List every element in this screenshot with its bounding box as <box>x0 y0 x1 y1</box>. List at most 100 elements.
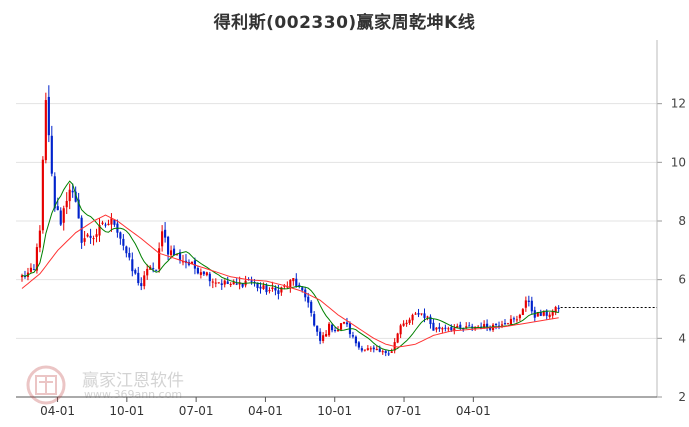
candle-body <box>128 253 131 258</box>
ma-long-line <box>21 214 559 348</box>
candle-body <box>119 232 122 239</box>
x-tick-label: 07-01 <box>387 404 422 418</box>
candle-body <box>384 350 387 354</box>
candle-body <box>360 348 363 351</box>
candle-body <box>35 247 38 271</box>
candle-body <box>50 135 53 174</box>
grid-lines <box>16 103 657 398</box>
candle-body <box>509 318 513 325</box>
candle-body <box>322 335 325 341</box>
candle-body <box>554 307 557 313</box>
candle-body <box>155 269 158 271</box>
candle-body <box>345 322 349 325</box>
candle-body <box>557 307 560 309</box>
candle-body <box>417 313 420 315</box>
candle-body <box>405 322 408 325</box>
candle-body <box>280 287 283 293</box>
candle-body <box>295 278 298 287</box>
candle-body <box>250 280 253 282</box>
y-tick-label: 2 <box>678 390 686 404</box>
candle-body <box>447 328 450 330</box>
candle-body <box>29 267 33 272</box>
watermark-seal-icon <box>26 365 66 405</box>
candle-body <box>351 335 355 337</box>
candle-body <box>330 324 334 331</box>
candle-body <box>196 268 199 274</box>
candle-body <box>441 328 444 330</box>
watermark-url-text: www.369ann.com <box>84 388 183 401</box>
chart-title: 得利斯(002330)赢家周乾坤K线 <box>213 13 476 33</box>
candle-body <box>450 327 453 331</box>
watermark-brand-text: 赢家江恩软件 <box>82 371 184 391</box>
candle-body <box>167 236 170 255</box>
y-tick-label: 4 <box>678 331 686 345</box>
candle-body <box>262 285 265 290</box>
candle-body <box>524 300 527 308</box>
candle-body <box>375 348 378 351</box>
candle-body <box>175 254 179 256</box>
candle-body <box>456 325 459 328</box>
candle-body <box>378 348 381 352</box>
candle-body <box>271 287 274 290</box>
y-tick-label: 12 <box>671 97 686 111</box>
candle-body <box>232 281 235 285</box>
ma-short-line <box>21 180 559 352</box>
candle-body <box>20 275 24 278</box>
candle-body <box>468 325 471 327</box>
candle-body <box>426 316 429 318</box>
candle-body <box>44 100 47 161</box>
x-tick-label: 04-01 <box>248 404 283 418</box>
candlesticks <box>20 85 560 357</box>
candle-body <box>444 327 447 329</box>
candle-body <box>325 334 328 337</box>
candle-body <box>542 311 545 316</box>
candle-body <box>399 325 402 335</box>
candle-body <box>223 280 226 285</box>
candle-body <box>181 261 185 263</box>
candle-body <box>47 96 50 136</box>
candle-body <box>98 225 101 236</box>
candle-body <box>539 312 542 316</box>
candle-body <box>235 283 238 285</box>
candle-body <box>500 324 504 326</box>
candle-body <box>259 286 262 289</box>
candle-body <box>453 328 456 331</box>
candle-body <box>238 282 241 285</box>
candle-body <box>158 248 161 269</box>
candle-body <box>316 325 319 332</box>
candle-body <box>304 289 307 298</box>
candle-body <box>134 270 137 274</box>
candle-body <box>274 287 277 291</box>
candle-body <box>220 283 223 286</box>
candle-body <box>319 331 322 341</box>
candle-body <box>32 269 35 271</box>
candle-body <box>80 217 83 243</box>
candle-body <box>396 333 399 343</box>
candle-body <box>518 314 521 319</box>
x-axis: 04-01 10-01 07-01 04-01 10-01 07-01 04-01 <box>16 396 657 418</box>
candle-body <box>131 259 134 272</box>
candle-body <box>411 314 414 321</box>
candle-body <box>71 190 74 193</box>
candle-body <box>107 223 110 225</box>
candle-body <box>536 312 539 317</box>
candle-body <box>95 234 98 237</box>
candle-body <box>53 176 56 209</box>
candle-body <box>301 287 304 291</box>
candle-body <box>494 323 498 325</box>
candle-body <box>527 300 530 302</box>
candle-body <box>104 224 107 226</box>
candle-body <box>92 238 95 240</box>
candle-body <box>512 318 516 320</box>
candle-body <box>125 246 128 254</box>
candle-body <box>83 238 86 242</box>
candle-body <box>438 326 441 329</box>
candle-body <box>354 336 357 344</box>
x-tick-label: 10-01 <box>109 404 144 418</box>
x-tick-label: 04-01 <box>456 404 491 418</box>
candle-body <box>277 290 280 294</box>
candle-body <box>336 329 340 332</box>
candle-body <box>310 301 313 313</box>
candle-body <box>503 323 507 325</box>
